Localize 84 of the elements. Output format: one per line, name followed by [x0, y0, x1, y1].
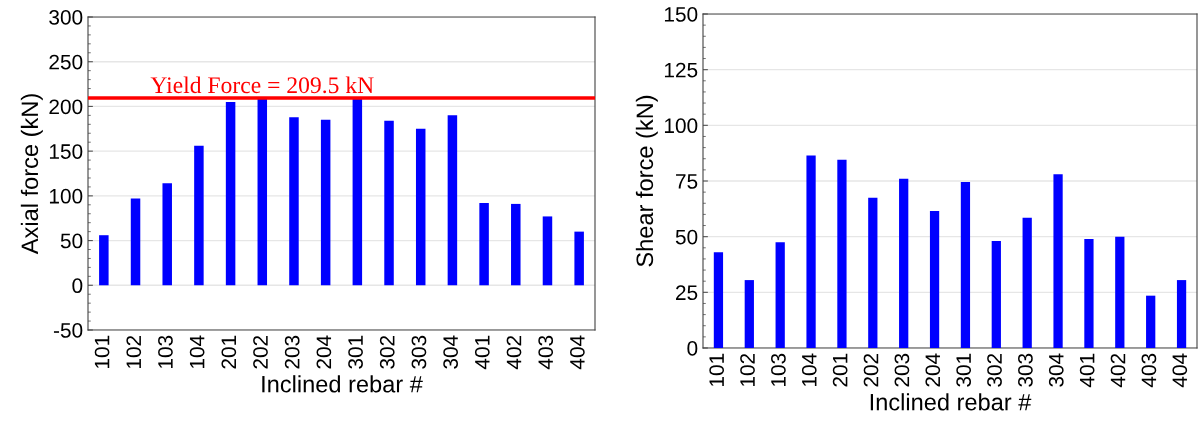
bar [744, 280, 754, 348]
y-axis-title: Axial force (kN) [20, 94, 43, 255]
y-tick-label: 0 [72, 278, 83, 294]
bar [775, 242, 785, 348]
x-tick-label: 301 [348, 335, 363, 369]
bar [1053, 174, 1063, 348]
y-tick-label: 50 [675, 229, 698, 245]
bar [960, 182, 971, 348]
bar [320, 119, 331, 286]
x-axis-title: Inclined rebar # [262, 375, 423, 393]
x-tick-label: 401 [474, 335, 490, 370]
x-tick-label: 403 [538, 335, 554, 370]
x-tick-label: 102 [126, 335, 142, 369]
x-tick-label: 302 [379, 335, 395, 369]
bar [99, 235, 109, 286]
bar [899, 178, 909, 348]
y-tick-label: 250 [49, 54, 83, 70]
x-tick-label: 202 [253, 335, 268, 369]
x-tick-label: 304 [443, 335, 458, 369]
bar [415, 128, 426, 286]
y-tick-label: 200 [49, 99, 83, 115]
bar [1022, 217, 1032, 348]
bar [225, 101, 236, 286]
x-tick-label: 204 [925, 353, 941, 387]
x-tick-label: 301 [956, 353, 972, 387]
y-tick-label: 300 [49, 10, 83, 25]
bar [352, 98, 363, 286]
y-tick-label: 125 [664, 62, 698, 78]
bar [991, 241, 1001, 348]
x-tick-label: 404 [570, 335, 585, 370]
bar [162, 183, 172, 286]
bar [1084, 238, 1094, 348]
bar [479, 203, 489, 286]
x-tick-label: 203 [284, 335, 300, 369]
y-tick-label: 100 [49, 188, 83, 204]
y-tick-label: 50 [60, 233, 83, 249]
x-tick-label: 203 [894, 353, 910, 387]
bar [868, 197, 878, 348]
x-tick-label: 402 [506, 335, 522, 370]
x-axis-title: Inclined rebar # [870, 393, 1032, 411]
x-tick-label: 304 [1048, 353, 1064, 387]
y-tick-label: 75 [676, 174, 698, 189]
y-tick-label: 150 [664, 7, 698, 22]
y-tick-label: 25 [676, 285, 698, 301]
x-tick-label: 201 [832, 353, 848, 387]
y-axis-title: Shear force (kN) [635, 95, 658, 267]
x-tick-label: 202 [863, 353, 879, 387]
x-tick-label: 104 [801, 353, 817, 387]
y-tick-label: 150 [49, 144, 83, 159]
bar [384, 120, 394, 286]
x-tick-label: 401 [1079, 353, 1095, 388]
y-tick-label: 100 [664, 118, 698, 134]
x-tick-label: 201 [221, 335, 237, 369]
bar [1146, 295, 1156, 348]
bar [542, 216, 553, 286]
bar [1115, 236, 1125, 348]
x-tick-label: 303 [1018, 353, 1033, 387]
x-tick-label: 204 [316, 335, 332, 369]
bar [806, 155, 816, 348]
bar [511, 203, 521, 286]
y-tick-label: 0 [687, 341, 698, 356]
bar [929, 211, 940, 348]
y-tick-label: -50 [53, 323, 83, 338]
bar [837, 159, 847, 348]
ref-line-label: Yield Force = 209.5 kN [150, 76, 374, 94]
bar [289, 117, 299, 286]
x-tick-label: 103 [158, 335, 173, 369]
x-tick-label: 101 [709, 353, 725, 387]
x-tick-label: 303 [411, 335, 427, 369]
x-tick-label: 101 [94, 335, 110, 369]
x-tick-label: 404 [1172, 353, 1188, 388]
bar [713, 252, 724, 348]
bar [194, 145, 204, 286]
x-tick-label: 302 [987, 353, 1002, 387]
bar [130, 198, 141, 286]
bar [447, 115, 458, 286]
x-tick-label: 102 [740, 353, 755, 387]
bar [574, 231, 584, 286]
bar [257, 98, 268, 286]
x-tick-label: 402 [1110, 353, 1126, 388]
x-tick-label: 104 [189, 335, 205, 369]
x-tick-label: 103 [771, 353, 786, 387]
x-tick-label: 403 [1141, 353, 1157, 388]
bar [1176, 280, 1187, 348]
